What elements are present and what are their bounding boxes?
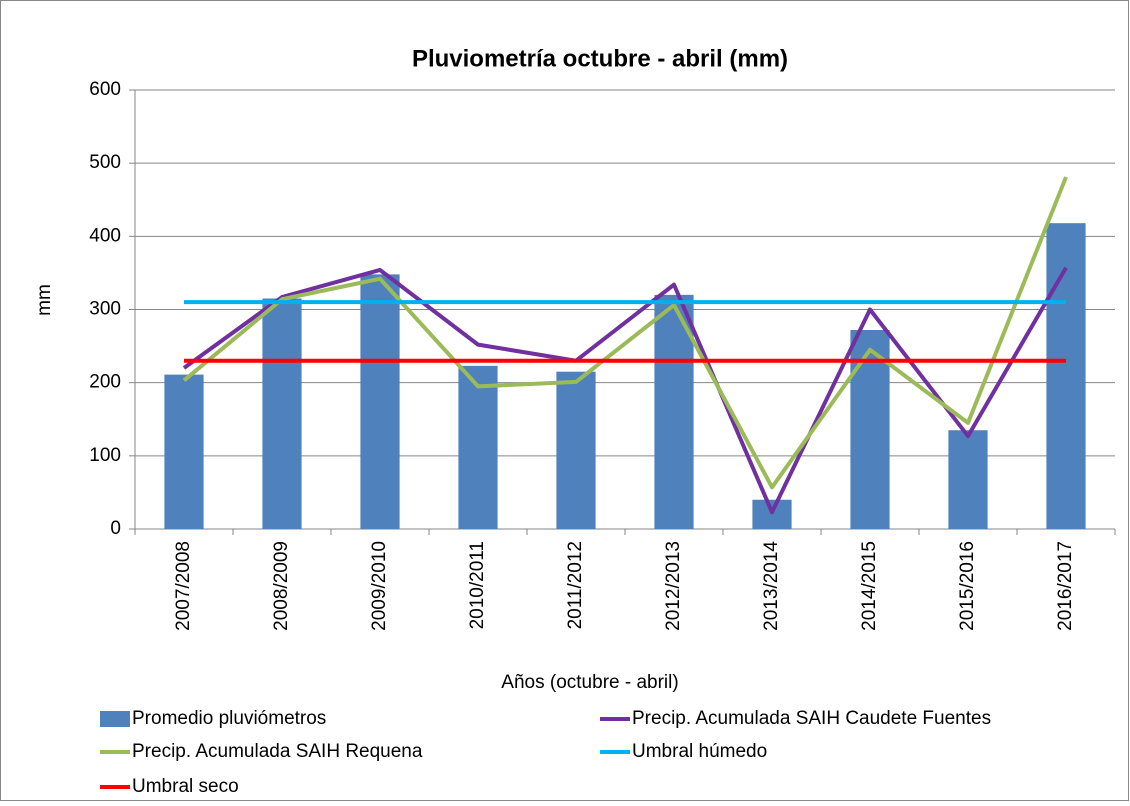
- legend-swatch: [100, 711, 130, 727]
- bar: [654, 294, 694, 529]
- x-axis-label: Años (octubre - abril): [501, 672, 678, 693]
- x-tick-label: 2015/2016: [957, 541, 978, 631]
- bar: [1046, 223, 1086, 529]
- bar: [948, 430, 988, 529]
- y-tick-label: 200: [89, 372, 121, 393]
- x-tick-label: 2008/2009: [271, 541, 292, 631]
- x-tick-label: 2016/2017: [1055, 541, 1076, 631]
- legend-label: Precip. Acumulada SAIH Requena: [132, 741, 423, 762]
- bar: [556, 371, 596, 529]
- x-tick-label: 2012/2013: [663, 541, 684, 631]
- legend-label: Umbral seco: [132, 776, 239, 797]
- bar: [458, 365, 498, 529]
- x-tick-label: 2011/2012: [565, 541, 586, 629]
- bar: [164, 374, 204, 529]
- y-tick-label: 400: [89, 225, 121, 246]
- bar: [752, 499, 792, 529]
- y-tick-label: 600: [89, 79, 121, 100]
- y-tick-label: 0: [110, 518, 121, 539]
- bar: [360, 274, 400, 529]
- y-axis-label: mm: [34, 284, 55, 316]
- legend-label: Precip. Acumulada SAIH Caudete Fuentes: [632, 708, 991, 729]
- x-tick-label: 2014/2015: [859, 541, 880, 631]
- legend-label: Umbral húmedo: [632, 741, 767, 762]
- y-tick-label: 300: [89, 299, 121, 320]
- chart-title: Pluviometría octubre - abril (mm): [412, 45, 788, 72]
- line-series: [182, 176, 1068, 490]
- bar: [850, 329, 890, 529]
- x-tick-label: 2013/2014: [761, 541, 782, 631]
- y-tick-label: 500: [89, 152, 121, 173]
- x-tick-label: 2009/2010: [369, 541, 390, 631]
- bar: [262, 298, 302, 529]
- x-tick-label: 2007/2008: [173, 541, 194, 631]
- x-tick-label: 2010/2011: [467, 541, 488, 629]
- line-series: [182, 266, 1068, 515]
- legend-label: Promedio pluviómetros: [132, 708, 326, 729]
- y-tick-label: 100: [89, 445, 121, 466]
